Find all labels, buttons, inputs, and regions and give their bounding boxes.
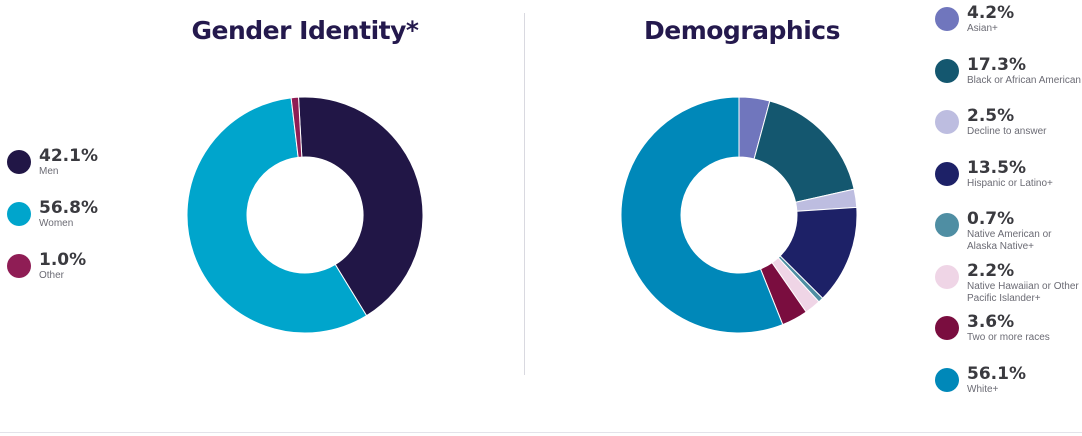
chart-title-demographics: Demographics — [644, 16, 841, 45]
donut-chart-demographics — [620, 96, 858, 334]
legend-label: Two or more races — [967, 332, 1050, 343]
bottom-rule — [0, 432, 1082, 433]
legend-value: 42.1% — [39, 146, 98, 166]
legend-value: 4.2% — [967, 3, 1015, 23]
legend-value: 3.6% — [967, 312, 1015, 332]
legend-label: Other — [39, 270, 65, 281]
legend-value: 1.0% — [39, 250, 87, 270]
legend-swatch — [7, 254, 31, 278]
slice-white — [620, 96, 784, 334]
legend-label: White+ — [967, 383, 999, 395]
chart-title-gender: Gender Identity* — [191, 16, 419, 45]
legend-label: Native American or Alaska Native+ — [967, 229, 1052, 252]
donut-chart-gender — [186, 96, 424, 334]
legend-label: Black or African American — [967, 74, 1081, 86]
legend-value: 2.5% — [967, 106, 1015, 126]
slice-black-or-african-american — [753, 100, 855, 203]
legend-value: 0.7% — [967, 209, 1015, 229]
legend-label: Asian+ — [967, 23, 998, 34]
legend-value: 2.2% — [967, 260, 1015, 281]
slice-men — [297, 96, 424, 317]
legend-value: 13.5% — [967, 157, 1026, 178]
legend-swatch — [935, 316, 959, 340]
legend-swatch — [935, 367, 959, 392]
legend-label: Decline to answer — [967, 126, 1047, 137]
legend-label: Men — [39, 166, 59, 177]
legend-swatch — [935, 58, 959, 83]
legend-swatch — [7, 150, 31, 174]
legend-swatch — [935, 7, 959, 31]
legend-swatch — [935, 213, 959, 237]
legend-swatch — [935, 264, 959, 289]
legend-label: Women — [39, 218, 74, 229]
slice-women — [186, 97, 368, 334]
legend-swatch — [935, 110, 959, 134]
legend-value: 56.8% — [39, 198, 98, 218]
legend-label: Native Hawaiian or Other Pacific Islande… — [967, 280, 1079, 304]
legend-value: 17.3% — [967, 54, 1026, 75]
divider — [524, 13, 525, 375]
legend-swatch — [935, 161, 959, 186]
legend-label: Hispanic or Latino+ — [967, 177, 1053, 189]
legend-value: 56.1% — [967, 363, 1026, 384]
legend-swatch — [7, 202, 31, 226]
slice-other — [290, 96, 303, 158]
